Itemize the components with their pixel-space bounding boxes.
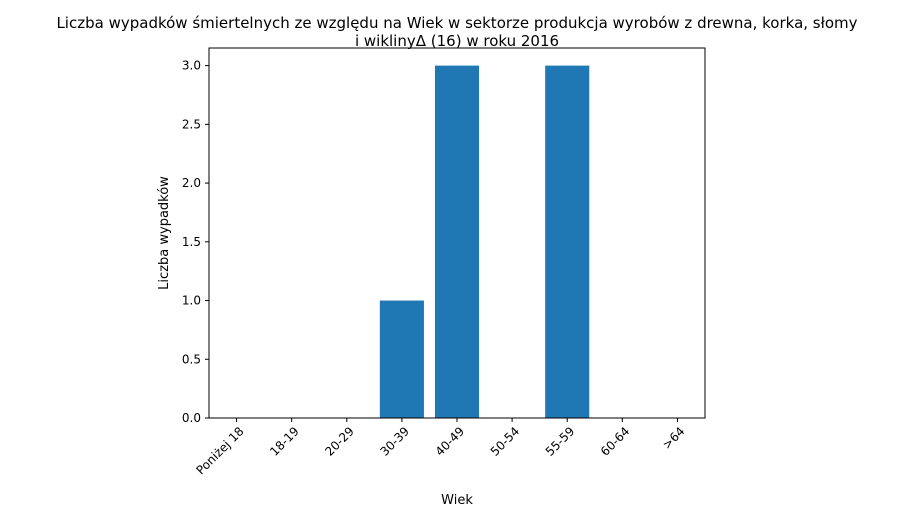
x-tick-label-4: 40-49 <box>433 424 468 459</box>
y-axis-label: Liczba wypadków <box>157 176 172 290</box>
y-tick-label-5: 2.5 <box>182 117 201 131</box>
y-tick-label-1: 0.5 <box>182 352 201 366</box>
x-tick-label-3: 30-39 <box>377 424 412 459</box>
x-tick-label-6: 55-59 <box>543 424 578 459</box>
chart-title: Liczba wypadków śmiertelnych ze względu … <box>56 14 857 32</box>
x-tick-label-5: 50-54 <box>488 424 523 459</box>
x-tick-label-2: 20-29 <box>322 424 357 459</box>
x-tick-label-8: >64 <box>660 424 688 452</box>
chart-subtitle: i wiklinyΔ (16) w roku 2016 <box>355 32 559 50</box>
x-tick-label-7: 60-64 <box>598 424 633 459</box>
y-axis: 0.0 0.5 1.0 1.5 2.0 2.5 3.0 <box>182 59 209 425</box>
bar-3 <box>379 300 424 418</box>
bar-6 <box>545 65 590 419</box>
x-tick-label-1: 18-19 <box>267 424 302 459</box>
x-axis: Poniżej 18 18-19 20-29 30-39 40-49 50-54 55-59… <box>194 418 688 477</box>
x-axis-label: Wiek <box>441 493 473 508</box>
y-tick-label-4: 2.0 <box>182 176 201 190</box>
y-tick-label-0: 0.0 <box>182 411 201 425</box>
y-tick-label-6: 3.0 <box>182 59 201 73</box>
y-tick-label-2: 1.0 <box>182 294 201 308</box>
y-tick-label-3: 1.5 <box>182 235 201 249</box>
plot-area <box>379 65 590 419</box>
x-tick-label-0: Poniżej 18 <box>194 424 247 477</box>
bar-4 <box>434 65 480 419</box>
